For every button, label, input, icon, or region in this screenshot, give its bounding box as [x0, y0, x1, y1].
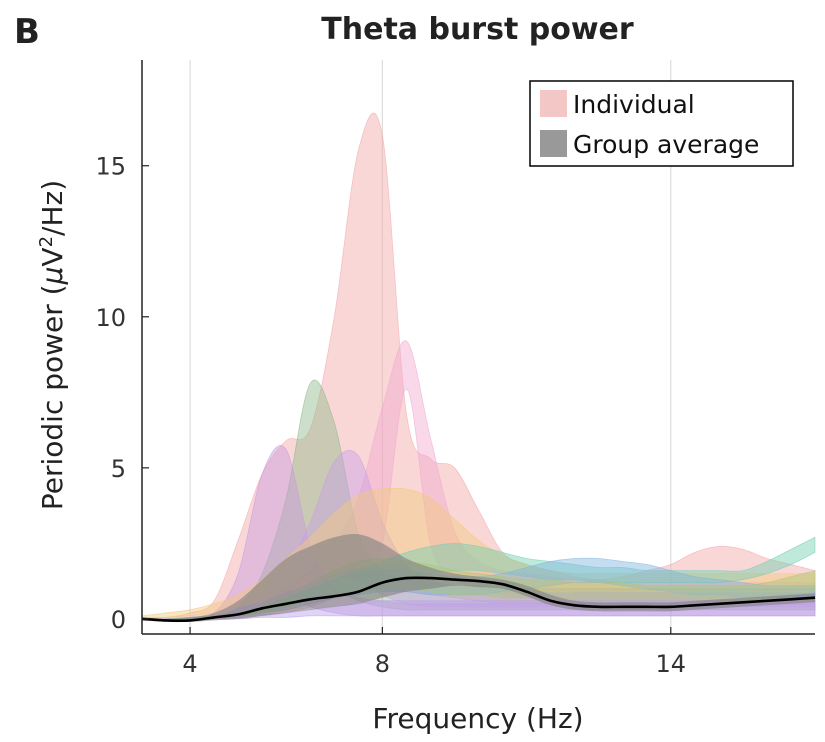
- y-tick-label: 15: [95, 153, 126, 181]
- legend-swatch-individual: [540, 90, 567, 117]
- x-tick-label: 14: [656, 650, 687, 678]
- axes: [141, 60, 815, 635]
- x-axis-label: Frequency (Hz): [372, 702, 583, 735]
- y-tick-label: 5: [111, 455, 126, 483]
- group-average-line: [141, 576, 816, 622]
- individual-bands: [141, 112, 816, 620]
- legend-swatch-group-average: [540, 130, 567, 157]
- y-tick-label: 10: [95, 304, 126, 332]
- group-average: [141, 534, 816, 623]
- y-axis-label-part: Periodic power (: [36, 284, 69, 510]
- legend-label-group-average: Group average: [573, 130, 759, 159]
- y-axis-label-part: μ: [36, 267, 69, 286]
- y-axis-label-part: 2: [36, 236, 57, 247]
- chart-title: Theta burst power: [321, 12, 634, 47]
- x-ticks: 4 8 14: [182, 627, 686, 678]
- legend-label-individual: Individual: [573, 90, 695, 119]
- legend: Individual Group average: [529, 80, 794, 167]
- y-axis-label: Periodic power (μV2/Hz): [36, 180, 70, 510]
- x-tick-label: 8: [375, 650, 390, 678]
- legend-box: [529, 80, 794, 167]
- y-axis-label-part: /Hz): [36, 180, 69, 236]
- y-tick-label: 0: [111, 606, 126, 634]
- y-ticks: 0 5 10 15: [95, 153, 149, 634]
- panel-letter: B: [14, 12, 40, 52]
- x-tick-label: 4: [182, 650, 197, 678]
- y-axis-label-part: V: [36, 247, 69, 266]
